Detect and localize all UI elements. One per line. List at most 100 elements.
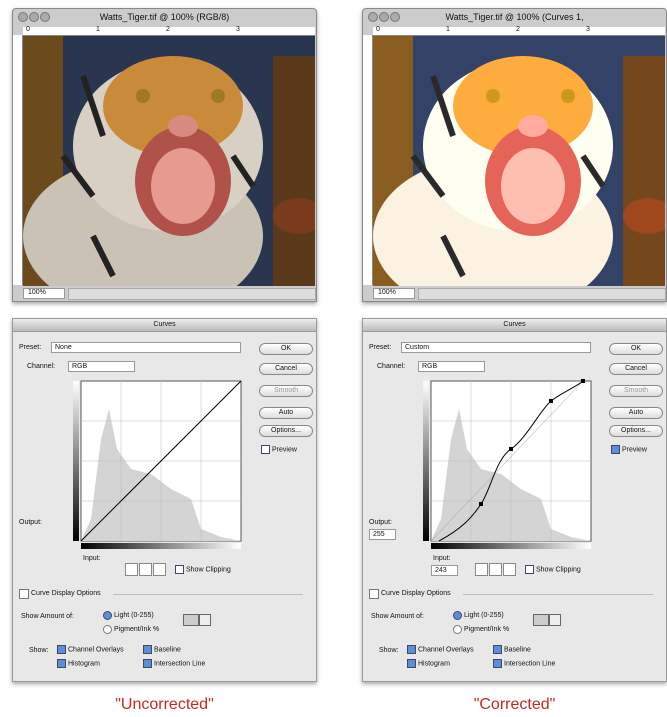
status-bar (68, 288, 316, 300)
checkbox[interactable] (493, 659, 502, 668)
button[interactable]: OK (259, 343, 313, 355)
show-option[interactable]: Channel Overlays (407, 645, 474, 654)
image-window: Watts_Tiger.tif @ 100% (Curves 1, 0 1 2 3 100… (362, 8, 667, 302)
checkbox[interactable] (57, 659, 66, 668)
eyedropper[interactable] (475, 563, 488, 576)
show-option[interactable]: Histogram (407, 659, 450, 668)
checkbox[interactable] (143, 659, 152, 668)
button[interactable]: Options... (259, 425, 313, 437)
eyedropper[interactable] (489, 563, 502, 576)
show-clipping[interactable]: Show Clipping (175, 565, 231, 574)
checkbox[interactable] (175, 565, 184, 574)
radio[interactable] (453, 625, 462, 634)
checkbox[interactable] (611, 445, 620, 454)
eyedropper[interactable] (139, 563, 152, 576)
ruler-top (373, 27, 665, 36)
button[interactable]: Cancel (609, 363, 663, 375)
show-option[interactable]: Baseline (493, 645, 531, 654)
grid-toggle[interactable] (199, 614, 211, 626)
zoom-field: 100% (373, 288, 415, 299)
status-bar (418, 288, 666, 300)
eyedropper[interactable] (503, 563, 516, 576)
show-option[interactable]: Baseline (143, 645, 181, 654)
disclosure-triangle[interactable] (19, 589, 29, 599)
channel-dropdown[interactable]: RGB (418, 361, 485, 372)
ruler-label: 0 (376, 26, 380, 33)
ruler-left (363, 35, 373, 285)
zoom-field: 100% (23, 288, 65, 299)
label: Histogram (68, 660, 100, 668)
checkbox[interactable] (407, 645, 416, 654)
label: Intersection Line (504, 660, 556, 668)
preset-dropdown[interactable]: Custom (401, 342, 591, 353)
button[interactable]: Auto (609, 407, 663, 419)
button[interactable]: Options... (609, 425, 663, 437)
grid-toggle[interactable] (549, 614, 561, 626)
radio-label: Light (0-255) (464, 612, 504, 619)
button[interactable]: Auto (259, 407, 313, 419)
output-label: Output: (369, 519, 392, 526)
label: Show Clipping (186, 566, 231, 574)
label: Baseline (154, 646, 181, 654)
show-label: Show: (379, 647, 399, 654)
output-field[interactable]: 255 (369, 529, 396, 540)
checkbox[interactable] (407, 659, 416, 668)
preset-label: Preset: (19, 344, 42, 351)
button[interactable]: OK (609, 343, 663, 355)
channel-label: Channel: (27, 363, 56, 370)
checkbox[interactable] (493, 645, 502, 654)
window-button[interactable] (40, 12, 50, 22)
preview-checkbox[interactable]: Preview (611, 445, 647, 454)
curves-graph[interactable] (421, 379, 596, 551)
label: Intersection Line (154, 660, 206, 668)
show-clipping[interactable]: Show Clipping (525, 565, 581, 574)
channel-dropdown[interactable]: RGB (68, 361, 135, 372)
radio[interactable] (453, 611, 462, 620)
checkbox[interactable] (143, 645, 152, 654)
window-button[interactable] (29, 12, 39, 22)
caption: "Corrected" (473, 696, 556, 713)
eyedropper[interactable] (153, 563, 166, 576)
curves-graph[interactable] (71, 379, 246, 551)
show-option[interactable]: Channel Overlays (57, 645, 124, 654)
checkbox[interactable] (261, 445, 270, 454)
radio-label: Light (0-255) (114, 612, 154, 619)
tiger-image (373, 36, 665, 286)
image-window: Watts_Tiger.tif @ 100% (RGB/8) 0 1 2 3 100% (12, 8, 317, 302)
ruler-top (23, 27, 315, 36)
output-label: Output: (19, 519, 42, 526)
checkbox[interactable] (57, 645, 66, 654)
ruler-label: 2 (166, 26, 170, 33)
button[interactable]: Cancel (259, 363, 313, 375)
window-button[interactable] (368, 12, 378, 22)
window-button[interactable] (390, 12, 400, 22)
ruler-label: 1 (446, 26, 450, 33)
preset-dropdown[interactable]: None (51, 342, 241, 353)
input-label: Input: (433, 555, 451, 562)
radio[interactable] (103, 611, 112, 620)
preview-checkbox[interactable]: Preview (261, 445, 297, 454)
ruler-label: 0 (26, 26, 30, 33)
display-options-label: Curve Display Options (381, 590, 451, 597)
show-label: Show: (29, 647, 49, 654)
window-button[interactable] (18, 12, 28, 22)
display-options-label: Curve Display Options (31, 590, 101, 597)
disclosure-triangle[interactable] (369, 589, 379, 599)
window-title: Watts_Tiger.tif @ 100% (Curves 1, (445, 12, 584, 22)
eyedropper[interactable] (125, 563, 138, 576)
radio[interactable] (103, 625, 112, 634)
show-option[interactable]: Histogram (57, 659, 100, 668)
show-option[interactable]: Intersection Line (143, 659, 205, 668)
checkbox[interactable] (525, 565, 534, 574)
show-option[interactable]: Intersection Line (493, 659, 555, 668)
grid-toggle[interactable] (533, 614, 549, 626)
grid-toggle[interactable] (183, 614, 199, 626)
ruler-label: 1 (96, 26, 100, 33)
ruler-label: 2 (516, 26, 520, 33)
input-field[interactable]: 243 (431, 565, 458, 576)
radio-label: Pigment/Ink % (114, 626, 160, 633)
dialog-title: Curves (503, 321, 526, 328)
dialog-titlebar (363, 319, 666, 332)
window-button[interactable] (379, 12, 389, 22)
separator (113, 594, 303, 595)
